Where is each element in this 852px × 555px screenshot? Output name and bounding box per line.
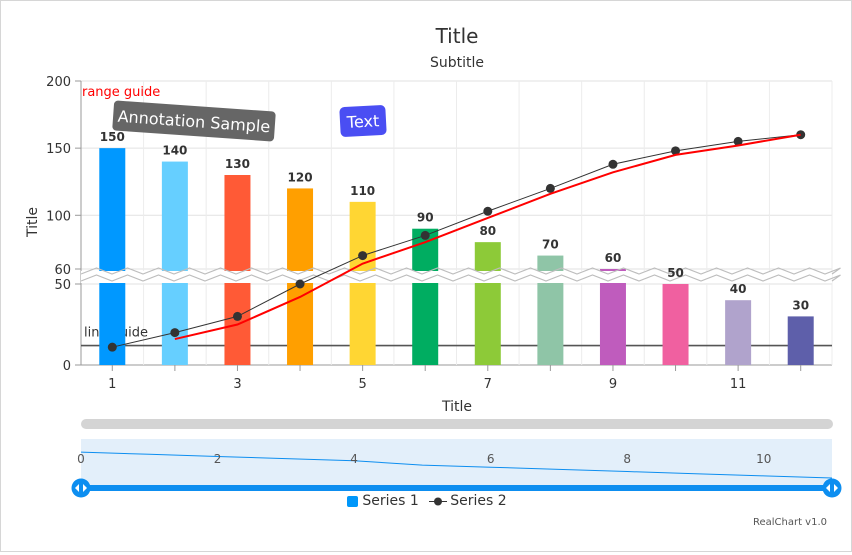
bar xyxy=(99,148,126,365)
legend-label: Series 1 xyxy=(362,493,419,509)
x-tick-label: 5 xyxy=(358,377,366,392)
series-2-point xyxy=(733,136,743,146)
annotation-sample: Annotation Sample xyxy=(112,100,276,142)
bar-value-label: 110 xyxy=(350,184,375,198)
y-axis-title: Title xyxy=(25,207,41,238)
bar xyxy=(725,300,752,365)
bar-value-label: 80 xyxy=(479,224,496,238)
series-2-point xyxy=(358,251,368,261)
annotation-box xyxy=(339,105,387,137)
chart-subtitle: Subtitle xyxy=(430,55,484,71)
axis-break-zigzag xyxy=(80,267,841,275)
navigator-line xyxy=(80,451,833,479)
legend-label: Series 2 xyxy=(450,493,507,509)
navigator-tick-label: 2 xyxy=(214,452,222,466)
bar-value-label: 60 xyxy=(605,251,622,265)
series-2-point xyxy=(295,279,305,289)
series-2-point xyxy=(608,159,618,169)
bar xyxy=(412,228,439,365)
annotation-box xyxy=(112,100,276,142)
series-2-point xyxy=(107,342,117,352)
text-annotation: Text xyxy=(339,105,387,137)
bar xyxy=(599,269,626,365)
legend-item-series-2[interactable]: Series 2 xyxy=(429,493,507,509)
y-tick-label: 200 xyxy=(46,75,71,90)
series-2-point xyxy=(545,183,555,193)
handle-arrows-icon xyxy=(826,484,838,492)
y-tick-label: 100 xyxy=(46,209,71,224)
bar xyxy=(349,201,376,365)
navigator-tick-label: 4 xyxy=(350,452,358,466)
navigator[interactable]: 0 2 4 6 8 10 xyxy=(71,439,842,498)
navigator-area xyxy=(81,439,832,487)
x-axis: 1 3 5 7 9 11 xyxy=(108,365,802,392)
bar-value-label: 140 xyxy=(162,144,187,158)
y-tick-label: 60 xyxy=(54,263,71,278)
axis-break-zigzag xyxy=(80,274,841,282)
x-axis-title: Title xyxy=(441,399,472,415)
x-tick-label: 1 xyxy=(108,377,116,392)
legend: Series 1 Series 2 xyxy=(1,493,852,511)
range-guide-label: range guide xyxy=(82,85,160,100)
credit-text: RealChart v1.0 xyxy=(752,517,827,528)
series-2-line xyxy=(112,134,801,348)
y-tick-label: 50 xyxy=(54,278,71,293)
bar-value-label: 130 xyxy=(225,157,250,171)
annotation-text: Text xyxy=(345,111,379,132)
navigator-bar xyxy=(81,485,832,491)
axis-break xyxy=(80,267,841,283)
bar-value-label: 40 xyxy=(730,282,747,296)
x-tick-label: 7 xyxy=(484,377,492,392)
bar xyxy=(662,284,689,365)
chart-title: Title xyxy=(435,24,479,48)
navigator-tick-label: 8 xyxy=(623,452,631,466)
red-line-series xyxy=(174,133,801,341)
bar-value-label: 150 xyxy=(100,130,125,144)
x-tick-label: 11 xyxy=(730,377,747,392)
series-2-point xyxy=(232,311,242,321)
bar-value-label: 50 xyxy=(667,266,684,280)
bar-series xyxy=(99,148,814,365)
bar-value-label: 120 xyxy=(288,170,313,184)
navigator-tick-label: 0 xyxy=(77,452,85,466)
bar-value-label: 90 xyxy=(417,211,434,225)
bar xyxy=(474,242,501,365)
navigator-left-handle[interactable] xyxy=(71,478,91,498)
y-tick-label: 0 xyxy=(63,359,71,374)
navigator-tick-label: 10 xyxy=(756,452,771,466)
bar-labels: 150 140 130 120 110 90 80 70 60 50 40 30 xyxy=(100,130,809,312)
x-tick-label: 3 xyxy=(233,377,241,392)
scrollbar[interactable] xyxy=(81,419,833,429)
navigator-tick-label: 6 xyxy=(487,452,495,466)
series-2-point xyxy=(671,146,681,156)
navigator-right-handle[interactable] xyxy=(822,478,842,498)
series-2-point xyxy=(420,230,430,240)
bar-value-label: 30 xyxy=(792,298,809,312)
bar-value-label: 70 xyxy=(542,238,559,252)
x-tick-label: 9 xyxy=(609,377,617,392)
legend-marker-line xyxy=(429,497,448,505)
bar xyxy=(787,316,814,365)
series-2-point xyxy=(483,206,493,216)
y-tick-label: 150 xyxy=(46,142,71,157)
legend-marker-bar xyxy=(347,495,359,507)
legend-item-series-1[interactable]: Series 1 xyxy=(347,493,419,509)
series-2-point xyxy=(170,328,180,338)
handle-arrows-icon xyxy=(75,484,87,492)
line-series xyxy=(107,130,806,352)
